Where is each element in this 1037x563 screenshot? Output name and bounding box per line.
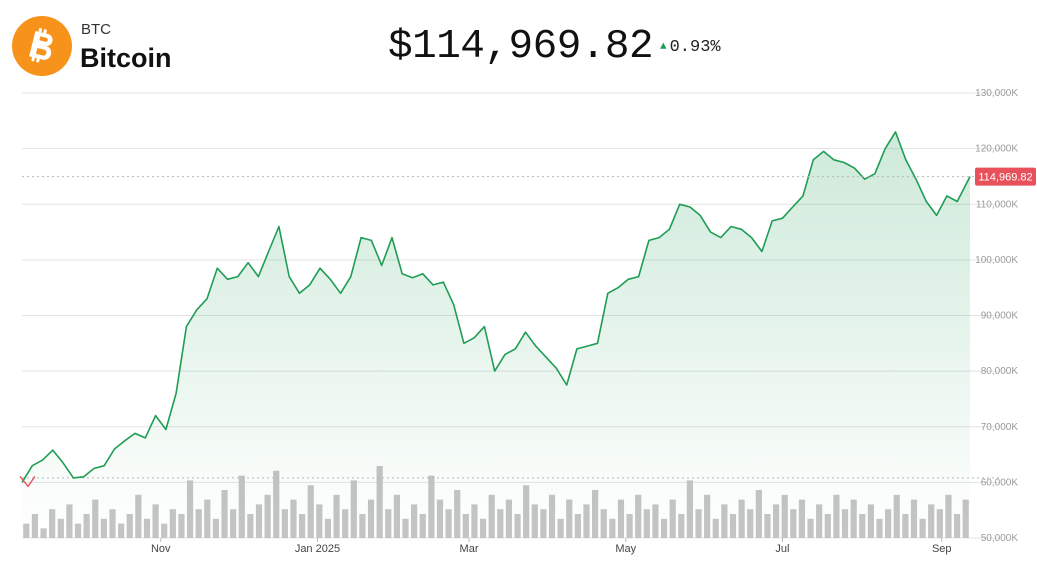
- y-tick-label: 130,000K: [975, 88, 1018, 99]
- y-tick-label: 70,000K: [981, 422, 1019, 433]
- x-tick-label: Nov: [151, 543, 171, 555]
- price-series-line: [21, 131, 971, 483]
- y-tick-label: 100,000K: [975, 255, 1018, 266]
- y-tick-label: 110,000K: [976, 199, 1018, 210]
- current-price: $114,969.82: [388, 24, 654, 70]
- ticker-symbol: BTC: [81, 21, 111, 38]
- y-tick-label: 90,000K: [981, 311, 1019, 322]
- last-price-badge: [975, 167, 1036, 186]
- y-tick-label: 80,000K: [981, 366, 1019, 377]
- x-tick-label: Jul: [775, 543, 789, 555]
- price-line: [19, 131, 971, 488]
- price-area-fill: [22, 131, 970, 538]
- last-price-label: 114,969.82: [978, 172, 1032, 184]
- y-tick-label: 50,000K: [981, 533, 1019, 544]
- y-tick-label: 60,000K: [981, 477, 1019, 488]
- x-tick-label: May: [615, 543, 636, 555]
- x-tick-label: Sep: [932, 543, 952, 555]
- y-tick-label: 120,000K: [975, 144, 1018, 155]
- bitcoin-symbol: [29, 28, 53, 63]
- x-tick-label: Jan 2025: [295, 543, 340, 555]
- up-triangle-icon: ▲: [660, 41, 667, 53]
- coin-name: Bitcoin: [80, 43, 172, 73]
- last-price-tag: 114,969.82: [22, 167, 1036, 186]
- start-marker-icon: [19, 475, 36, 488]
- x-axis: Nov Jan 2025 Mar May Jul Sep: [151, 538, 952, 555]
- bitcoin-logo: [12, 16, 72, 76]
- y-axis: 130,000K 120,000K 110,000K 100,000K 90,000K 8…: [975, 88, 1018, 544]
- price-change-percent: 0.93%: [669, 38, 721, 57]
- price-change: ▲ 0.93%: [660, 38, 721, 57]
- price-area: [22, 131, 970, 538]
- x-tick-label: Mar: [460, 543, 479, 555]
